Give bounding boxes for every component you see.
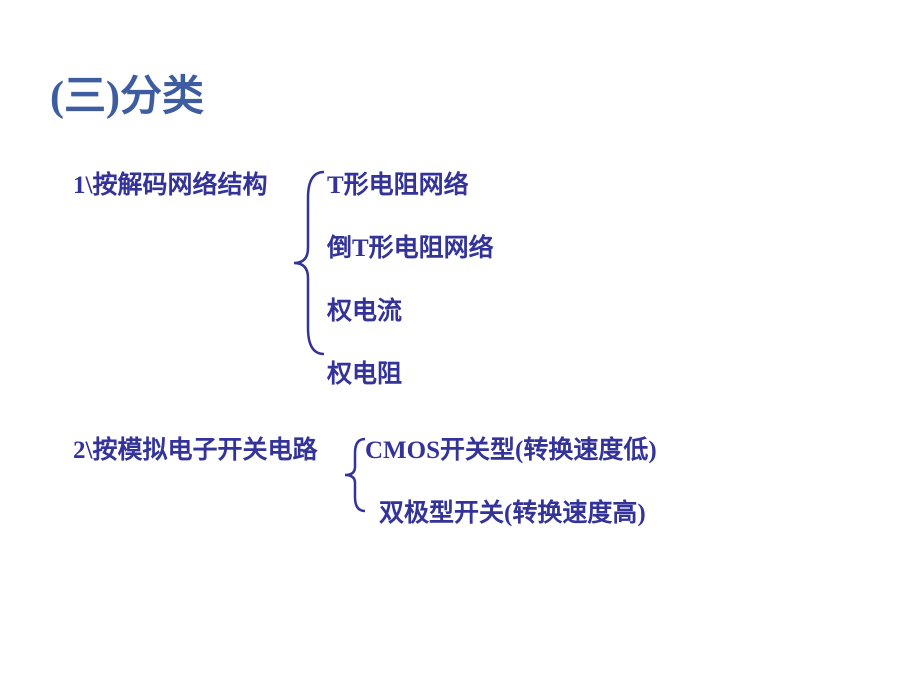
list-item: 倒T形电阻网络 [327, 228, 494, 264]
brace-icon [288, 168, 328, 358]
section2-items: CMOS开关型(转换速度低) 双极型开关(转换速度高) [365, 430, 657, 529]
list-item: T形电阻网络 [327, 165, 494, 201]
section1-items: T形电阻网络 倒T形电阻网络 权电流 权电阻 [327, 165, 494, 417]
slide-title: (三)分类 [50, 62, 204, 123]
brace-icon [340, 435, 368, 515]
section1-label: 1\按解码网络结构 [73, 165, 267, 201]
list-item: CMOS开关型(转换速度低) [365, 430, 657, 466]
list-item: 双极型开关(转换速度高) [379, 493, 657, 529]
section2-label: 2\按模拟电子开关电路 [73, 430, 317, 466]
list-item: 权电流 [327, 291, 494, 327]
list-item: 权电阻 [327, 354, 494, 390]
